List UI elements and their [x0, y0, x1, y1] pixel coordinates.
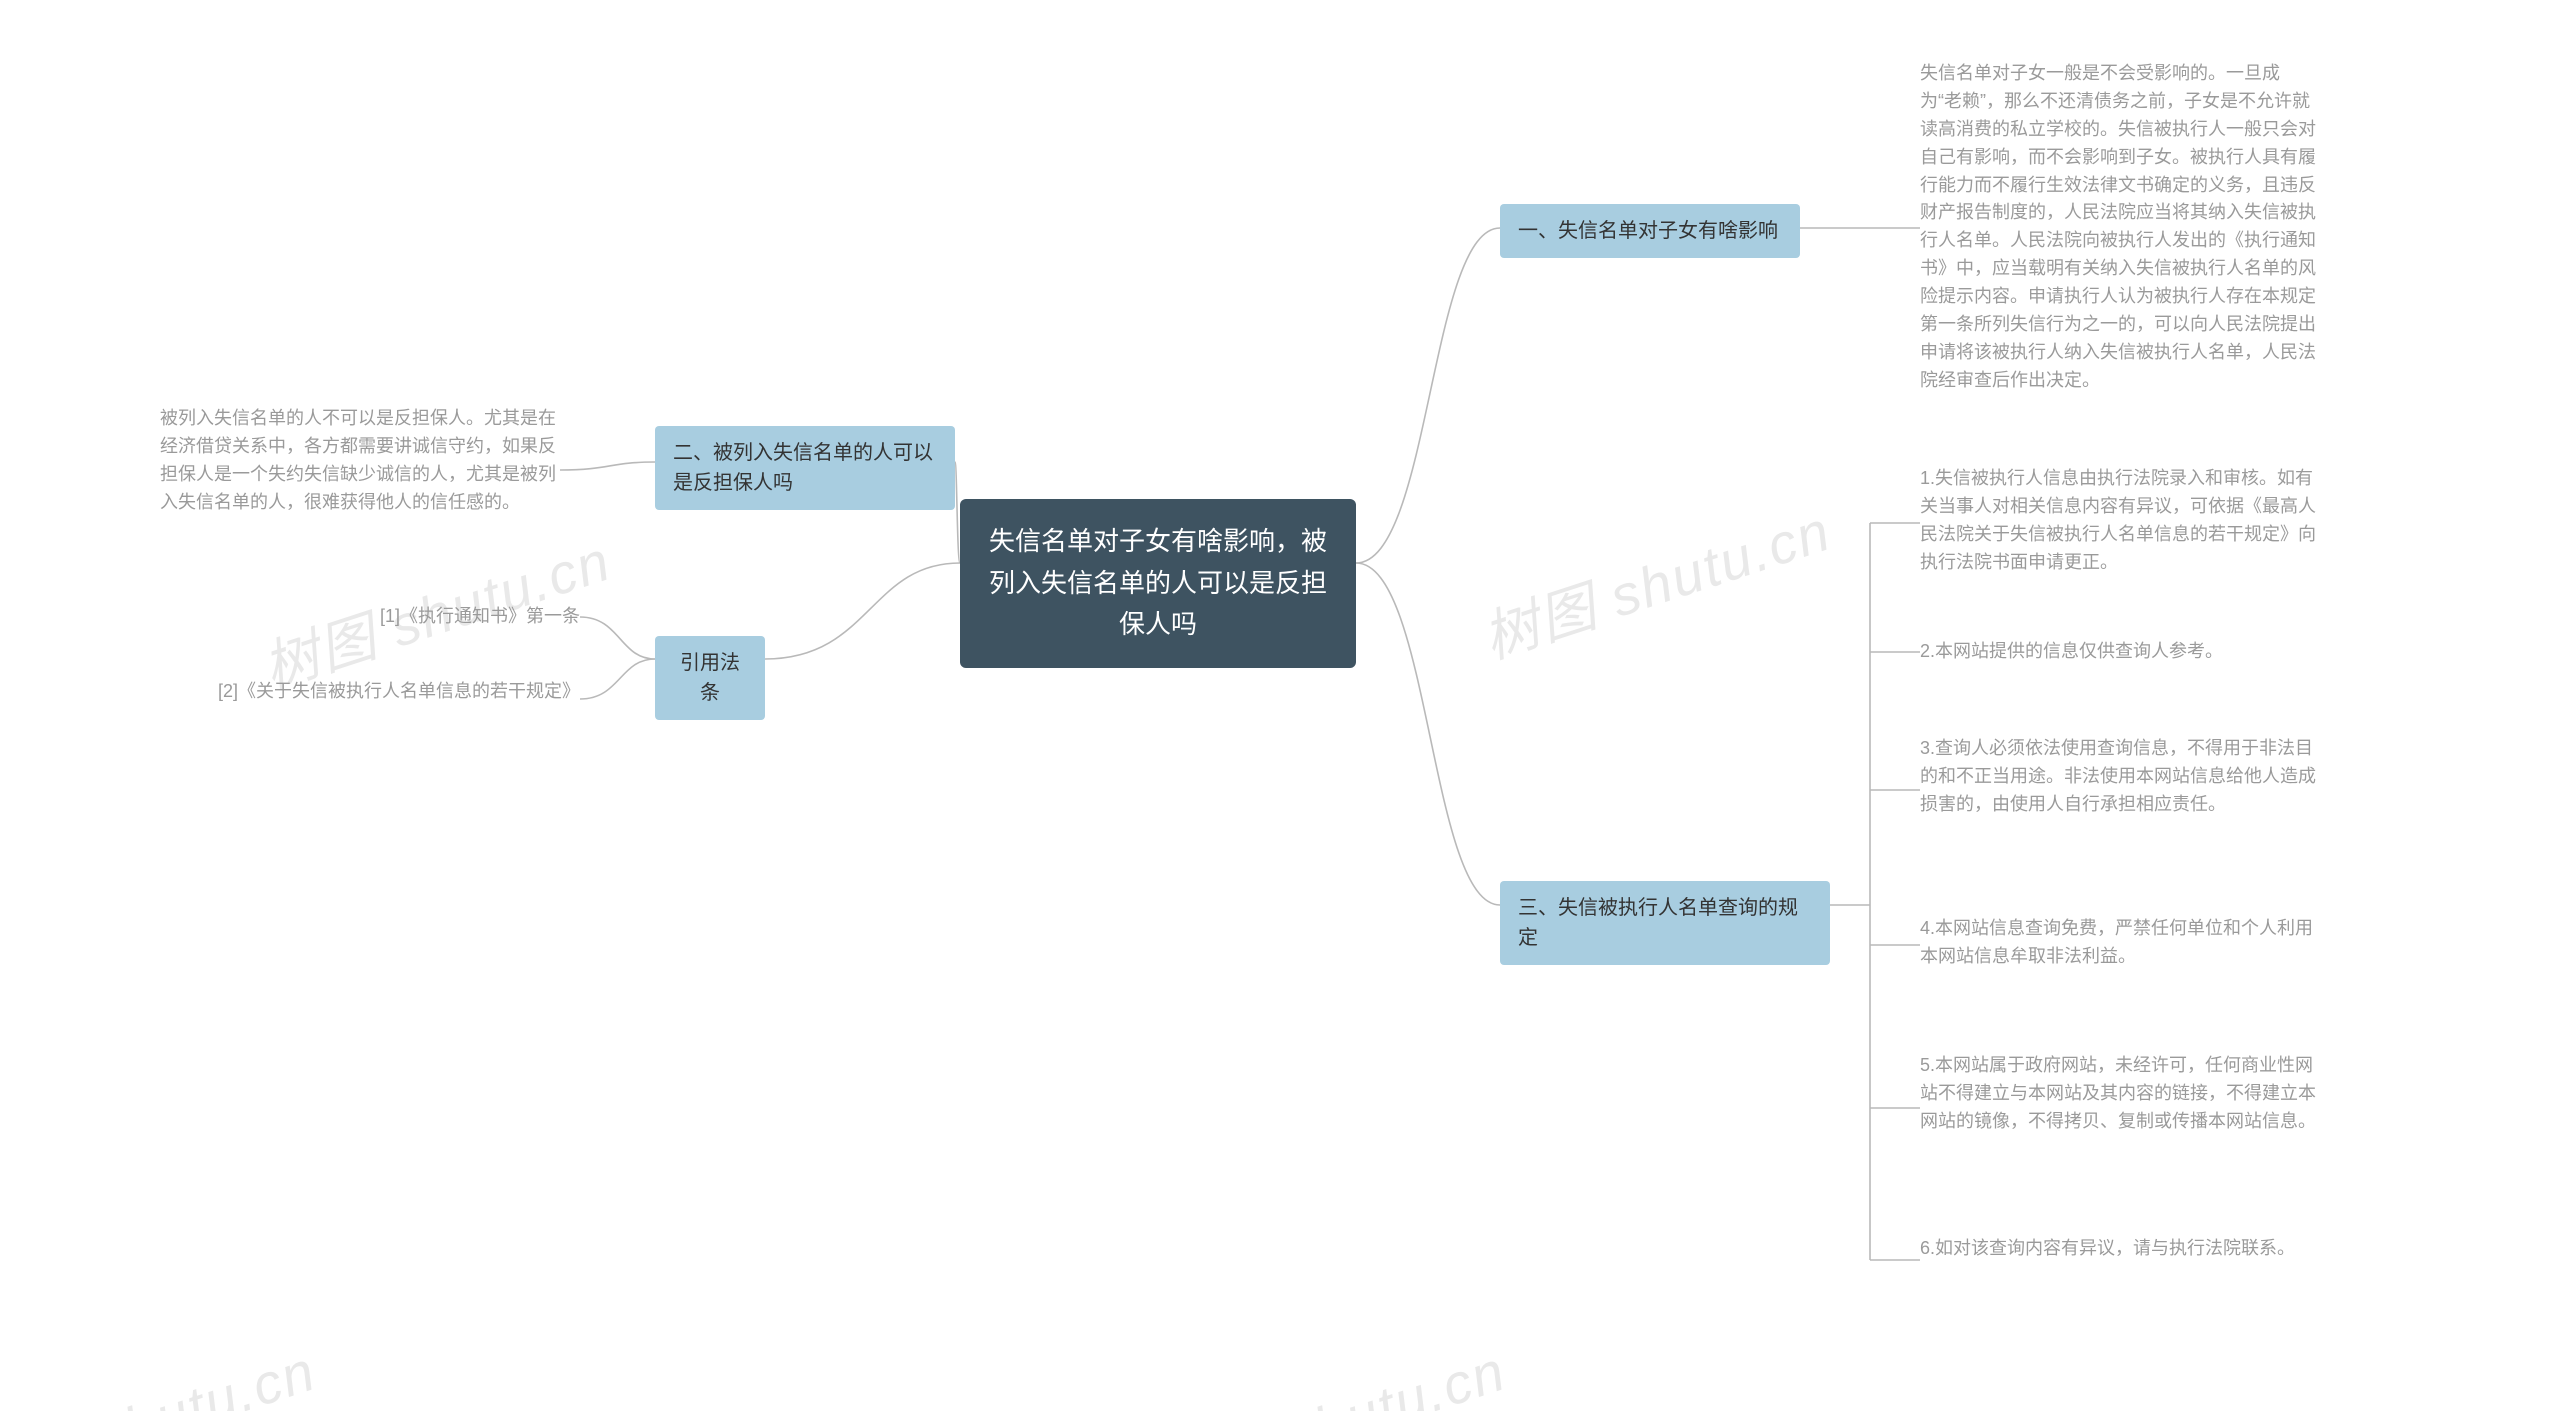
branch-l1[interactable]: 二、被列入失信名单的人可以是反担保人吗 [655, 426, 955, 510]
branch-label: 二、被列入失信名单的人可以是反担保人吗 [673, 442, 933, 494]
watermark: 树图 shutu.cn [0, 1326, 325, 1411]
root-text: 失信名单对子女有啥影响，被列入失信名单的人可以是反担保人吗 [989, 526, 1327, 639]
leaf-r2-1: 1.失信被执行人信息由执行法院录入和审核。如有关当事人对相关信息内容有异议，可依… [1920, 465, 2320, 577]
branch-label: 三、失信被执行人名单查询的规定 [1518, 897, 1798, 949]
leaf-text: 2.本网站提供的信息仅供查询人参考。 [1920, 641, 2223, 661]
leaf-text: 被列入失信名单的人不可以是反担保人。尤其是在经济借贷关系中，各方都需要讲诚信守约… [160, 408, 556, 512]
leaf-r2-4: 4.本网站信息查询免费，严禁任何单位和个人利用本网站信息牟取非法利益。 [1920, 915, 2320, 971]
branch-r1[interactable]: 一、失信名单对子女有啥影响 [1500, 204, 1800, 258]
leaf-text: 1.失信被执行人信息由执行法院录入和审核。如有关当事人对相关信息内容有异议，可依… [1920, 468, 2316, 572]
leaf-r2-5: 5.本网站属于政府网站，未经许可，任何商业性网站不得建立与本网站及其内容的链接，… [1920, 1052, 2320, 1136]
branch-label: 引用法条 [680, 652, 740, 704]
leaf-text: 5.本网站属于政府网站，未经许可，任何商业性网站不得建立与本网站及其内容的链接，… [1920, 1055, 2316, 1131]
leaf-l1-1: 被列入失信名单的人不可以是反担保人。尤其是在经济借贷关系中，各方都需要讲诚信守约… [160, 405, 560, 517]
branch-label: 一、失信名单对子女有啥影响 [1518, 220, 1778, 242]
leaf-text: 失信名单对子女一般是不会受影响的。一旦成为“老赖”，那么不还清债务之前，子女是不… [1920, 63, 2316, 390]
branch-l2[interactable]: 引用法条 [655, 636, 765, 720]
leaf-r2-6: 6.如对该查询内容有异议，请与执行法院联系。 [1920, 1235, 2320, 1263]
leaf-text: 4.本网站信息查询免费，严禁任何单位和个人利用本网站信息牟取非法利益。 [1920, 918, 2313, 966]
leaf-text: 6.如对该查询内容有异议，请与执行法院联系。 [1920, 1238, 2295, 1258]
branch-r2[interactable]: 三、失信被执行人名单查询的规定 [1500, 881, 1830, 965]
leaf-r2-2: 2.本网站提供的信息仅供查询人参考。 [1920, 638, 2320, 666]
watermark: 树图 shutu.cn [1146, 1326, 1515, 1411]
leaf-text: 3.查询人必须依法使用查询信息，不得用于非法目的和不正当用途。非法使用本网站信息… [1920, 738, 2316, 814]
leaf-l2-2: [2]《关于失信被执行人名单信息的若干规定》 [160, 678, 580, 706]
leaf-r1-1: 失信名单对子女一般是不会受影响的。一旦成为“老赖”，那么不还清债务之前，子女是不… [1920, 60, 2320, 395]
watermark: 树图 shutu.cn [1471, 486, 1840, 675]
leaf-r2-3: 3.查询人必须依法使用查询信息，不得用于非法目的和不正当用途。非法使用本网站信息… [1920, 735, 2320, 819]
leaf-text: [1]《执行通知书》第一条 [380, 606, 580, 626]
leaf-l2-1: [1]《执行通知书》第一条 [330, 603, 580, 631]
leaf-text: [2]《关于失信被执行人名单信息的若干规定》 [218, 681, 580, 701]
root-node[interactable]: 失信名单对子女有啥影响，被列入失信名单的人可以是反担保人吗 [960, 499, 1356, 668]
